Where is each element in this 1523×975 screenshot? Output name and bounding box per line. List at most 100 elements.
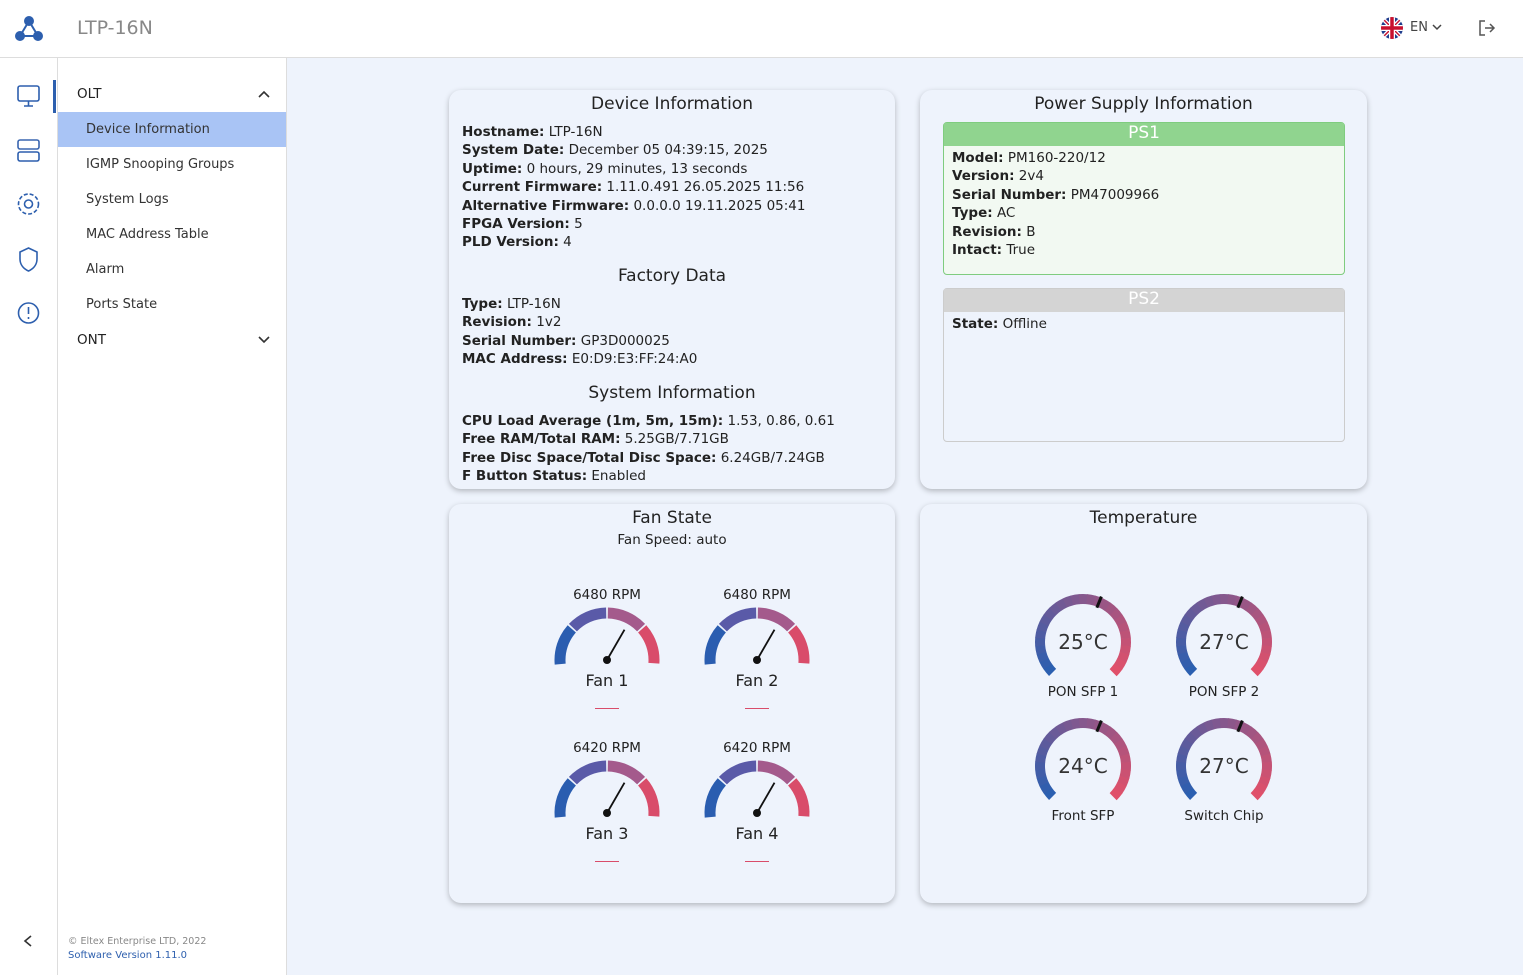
field: FPGA Version: 5 xyxy=(462,216,583,234)
field-label: State: xyxy=(952,316,999,332)
gauge-arc xyxy=(1055,722,1068,735)
gauge-arc xyxy=(1184,607,1198,621)
field-label: Revision: xyxy=(462,314,532,331)
field-label: Alternative Firmware: xyxy=(462,197,630,214)
chevron-path xyxy=(258,90,270,98)
field: State: Offline xyxy=(952,316,1047,334)
gauge-edge xyxy=(595,861,619,862)
field-value: 1.11.0.491 26.05.2025 11:56 xyxy=(606,179,805,196)
field-value: LTP-16N xyxy=(506,296,561,312)
collapse-icon[interactable] xyxy=(22,934,34,948)
ps-name: PS2 xyxy=(944,289,1344,312)
fan-gauge xyxy=(554,760,660,818)
side-nav: OLT Device Information IGMP Snooping Group… xyxy=(58,58,287,975)
field-label: FPGA Version: xyxy=(462,216,570,232)
gauge-arc xyxy=(1114,738,1127,751)
gauge-arc xyxy=(607,607,646,632)
gauge-arc xyxy=(1180,738,1194,751)
gauge-arc xyxy=(704,625,727,665)
gauge-arc xyxy=(554,778,577,818)
field: Serial Number: GP3D000025 xyxy=(462,333,670,351)
field-value: 0 hours, 29 minutes, 13 seconds xyxy=(526,160,748,177)
field-value: Enabled xyxy=(591,468,646,485)
temp-gauge xyxy=(1035,594,1131,677)
field-label: CPU Load Average (1m, 5m, 15m): xyxy=(462,413,724,429)
field-label: Free Disc Space/Total Disc Space: xyxy=(462,449,717,466)
fan-label: Fan 4 xyxy=(735,824,779,843)
rail-icons[interactable] xyxy=(16,84,42,344)
nav-group[interactable]: ONT xyxy=(77,332,106,348)
nav-group[interactable]: OLT xyxy=(77,86,102,102)
gauge-arc xyxy=(607,760,646,785)
gauge-arc xyxy=(1117,651,1130,663)
nav-item[interactable]: Device Information xyxy=(58,112,286,147)
temp-label: PON SFP 2 xyxy=(1188,684,1260,700)
needle xyxy=(606,629,626,661)
gauge-arc xyxy=(1180,781,1193,794)
nav-item[interactable]: Alarm xyxy=(86,262,125,277)
gauge-edge xyxy=(745,861,769,862)
temp-value: 27°C xyxy=(1199,754,1249,778)
nav-item[interactable]: Ports State xyxy=(86,297,158,312)
gauge-arc xyxy=(757,607,796,632)
gauge-arc xyxy=(1098,722,1111,736)
field-value: 1.53, 0.86, 0.61 xyxy=(727,413,835,429)
gauge-arc xyxy=(1180,657,1193,670)
field-label: Serial Number: xyxy=(952,186,1067,203)
gauge-arc xyxy=(718,607,757,632)
temperature-card: Temperature 25°C PON SFP 1 27°C PON SFP 2 24°… xyxy=(920,504,1367,903)
gauge-arc xyxy=(637,625,660,664)
field: Hostname: LTP-16N xyxy=(462,124,603,142)
field-label: Intact: xyxy=(952,242,1003,258)
field: Type: AC xyxy=(952,205,1015,223)
field: Alternative Firmware: 0.0.0.0 19.11.2025… xyxy=(462,198,805,216)
gauge-edge xyxy=(595,708,619,709)
gauge-arc xyxy=(1196,598,1209,611)
fan-rpm: 6480 RPM xyxy=(573,587,641,603)
fan-label: Fan 1 xyxy=(585,671,629,690)
gauge-arc xyxy=(1086,718,1096,730)
gauge-arc xyxy=(787,778,810,817)
gauge-arc xyxy=(1184,663,1198,676)
field: Type: LTP-16N xyxy=(462,296,561,314)
needle xyxy=(756,629,776,661)
nav-item[interactable]: IGMP Snooping Groups xyxy=(86,157,235,172)
nav-item[interactable]: MAC Address Table xyxy=(86,227,209,242)
gauge-arc xyxy=(554,625,577,665)
gauge-arc xyxy=(1109,608,1123,621)
field-value: 4 xyxy=(563,234,572,251)
language[interactable]: EN xyxy=(1410,20,1428,35)
logout-icon[interactable] xyxy=(1478,19,1496,37)
field: Version: 2v4 xyxy=(952,168,1044,186)
field-label: Revision: xyxy=(952,223,1022,240)
gauge-arc xyxy=(1049,726,1062,740)
gauge-arc xyxy=(1184,787,1198,800)
field: Intact: True xyxy=(952,242,1035,260)
gauge-arc xyxy=(1254,781,1268,794)
gauge-arc xyxy=(1109,787,1123,801)
version[interactable]: Software Version 1.11.0 xyxy=(68,950,188,961)
card-title: Device Information xyxy=(591,94,753,114)
fan-rpm: 6480 RPM xyxy=(723,587,791,603)
nav-item[interactable]: System Logs xyxy=(86,192,169,207)
chevron-path xyxy=(258,336,270,344)
field: Free Disc Space/Total Disc Space: 6.24GB… xyxy=(462,450,825,468)
temp-gauge xyxy=(1035,718,1131,801)
gauge-arc xyxy=(757,760,796,785)
gauge-arc xyxy=(1104,726,1118,740)
gauge-arc xyxy=(1245,602,1259,616)
gauge-arc xyxy=(704,778,727,818)
gauge-arc xyxy=(1049,602,1062,616)
needle-hub xyxy=(603,809,611,817)
gauge-arc xyxy=(1098,598,1111,612)
field-value: B xyxy=(1026,223,1036,240)
fan-rpm: 6420 RPM xyxy=(723,740,791,756)
field-value: 5 xyxy=(574,216,583,232)
copyright: © Eltex Enterprise LTD, 2022 xyxy=(68,936,207,947)
gauge-edge xyxy=(745,708,769,709)
section-title: System Information xyxy=(588,383,756,403)
temp-label: PON SFP 1 xyxy=(1047,684,1119,700)
field-value: AC xyxy=(996,205,1016,222)
flag[interactable] xyxy=(1381,17,1403,39)
gauge-arc xyxy=(1250,787,1264,801)
